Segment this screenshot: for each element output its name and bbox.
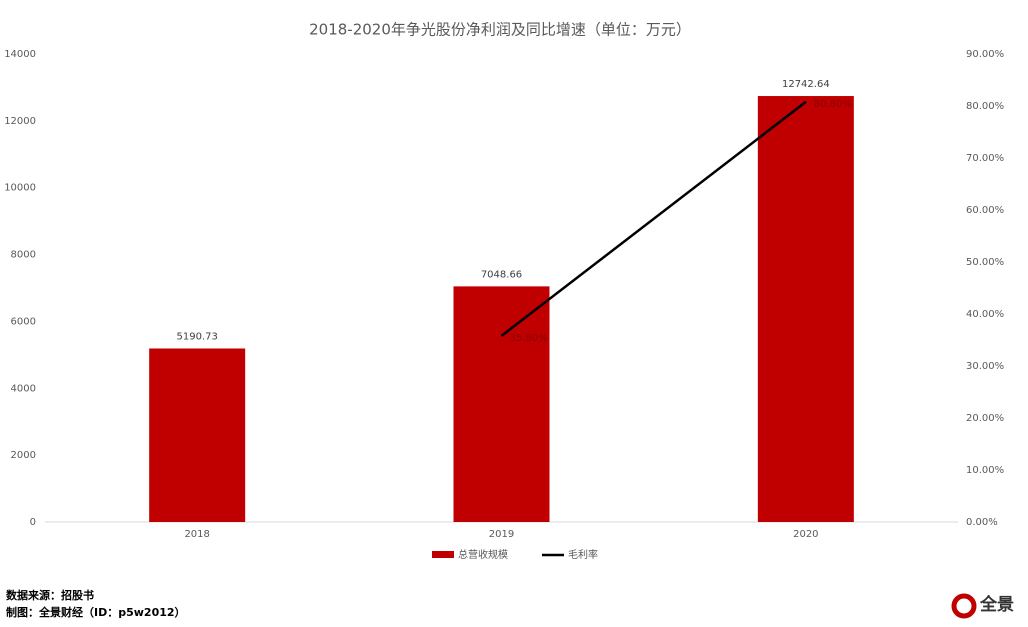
legend-label: 毛利率 [568,548,598,561]
source: 数据来源：招股书 [6,588,94,602]
data-label: 80.80% [814,99,852,110]
y-tick-label: 0 [30,517,36,528]
y-tick-label: 14000 [4,49,36,60]
y-tick-label: 4000 [11,383,36,394]
credit: 制图：全景财经（ID：p5w2012） [6,605,186,619]
y2-tick-label: 10.00% [966,465,1004,476]
bar [757,96,854,523]
y-tick-label: 10000 [4,183,36,194]
y2-tick-label: 70.00% [966,153,1004,164]
legend-swatch [432,551,454,558]
x-tick-label: 2020 [793,529,818,540]
y2-tick-label: 0.00% [966,517,998,528]
y2-tick-label: 80.00% [966,101,1004,112]
y-tick-label: 8000 [11,250,36,261]
y2-tick-label: 50.00% [966,257,1004,268]
y-tick-label: 6000 [11,316,36,327]
bar [453,286,550,522]
x-tick-label: 2018 [184,529,209,540]
bar [149,348,246,522]
logo: 全景 [979,594,1014,615]
data-label: 7048.66 [481,269,522,280]
data-label: 5190.73 [176,331,217,342]
y-tick-label: 12000 [4,116,36,127]
line [500,100,807,337]
y-tick-label: 2000 [11,450,36,461]
y2-tick-label: 60.00% [966,205,1004,216]
x-tick-label: 2019 [489,529,514,540]
legend-label: 总营收规模 [458,548,508,561]
data-label: 12742.64 [782,79,830,90]
data-label: 35.80% [510,333,548,344]
y2-tick-label: 90.00% [966,49,1004,60]
y2-tick-label: 40.00% [966,309,1004,320]
chart-title: 2018-2020年争光股份净利润及同比增速（单位：万元） [309,21,691,39]
y2-tick-label: 30.00% [966,361,1004,372]
logo-icon [951,593,977,619]
y2-tick-label: 20.00% [966,413,1004,424]
